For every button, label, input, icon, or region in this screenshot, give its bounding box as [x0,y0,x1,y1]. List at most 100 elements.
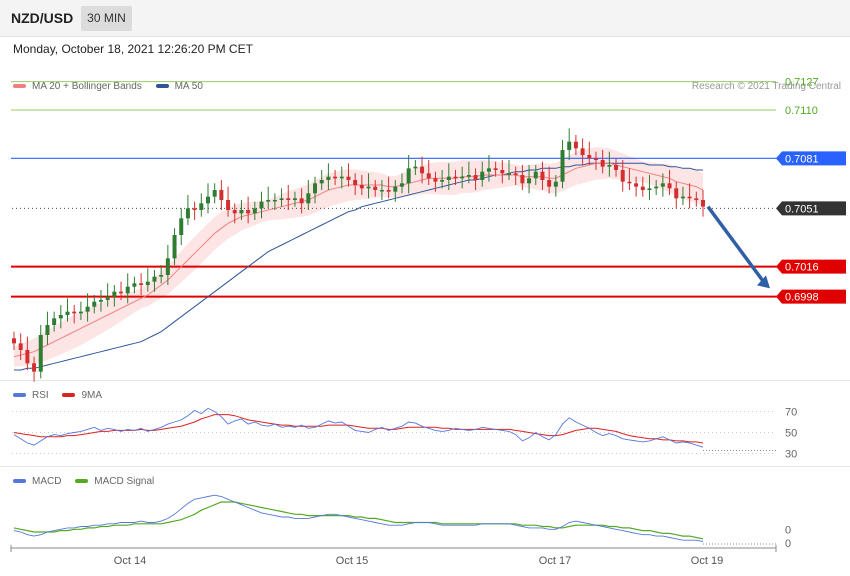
candle-body [306,193,311,204]
candle-body [272,200,277,202]
candle-body [413,166,418,169]
rsi-tick-label: 30 [785,449,797,461]
candle-body [373,186,378,190]
candle-body [159,275,164,277]
candle-body [547,180,552,187]
candle-body [326,176,331,180]
level-label: 0.7016 [785,262,819,274]
legend-rsi-ma: 9MA [62,390,102,401]
candle-body [593,158,598,160]
candle-body [18,343,23,350]
candle-body [620,170,625,182]
legend-ma50: MA 50 [155,81,203,92]
candle-body [125,286,130,294]
candle-body [520,175,525,184]
candle-body [507,173,512,175]
candle-body [600,160,605,167]
candle-body [580,148,585,155]
candle-body [85,306,90,312]
level-label: 0.7110 [785,105,818,117]
candle-body [567,141,572,150]
candle-body [573,141,578,149]
level-tag [776,289,846,304]
candle-body [78,311,83,314]
macd-legend: MACD MACD Signal [13,476,165,487]
legend-ma20: MA 20 + Bollinger Bands [13,81,142,92]
candle-body [473,175,478,180]
candle-body [219,190,224,200]
candle-body [139,283,144,285]
candle-body [199,203,204,210]
rsi-legend: RSI 9MA [13,390,113,401]
candle-body [205,196,210,204]
panel-divider [0,380,850,381]
candle-body [58,315,63,319]
candle-body [239,210,244,214]
candle-body [393,186,398,192]
candle-body [353,180,358,185]
candle-body [527,178,532,184]
candle-body [627,181,632,184]
candle-body [513,173,518,175]
candle-body [687,196,692,199]
candle-body [52,318,57,325]
candle-body [105,296,110,300]
macd-tick-label: 0 [785,538,791,550]
candle-body [359,185,364,189]
candle-body [279,198,284,200]
legend-macd-signal: MACD Signal [75,476,154,487]
candle-body [386,190,391,192]
price-legend: MA 20 + Bollinger Bands MA 50 [13,81,214,92]
candle-body [259,201,264,209]
candle-body [313,183,318,194]
macd-tick-label: 0 [785,524,791,536]
candle-body [286,198,291,200]
rsi-tick-label: 50 [785,428,797,440]
candle-body [640,186,645,190]
legend-rsi: RSI [13,390,49,401]
candle-body [65,311,70,315]
candle-body [420,166,425,174]
candle-body [25,350,30,364]
candle-body [560,150,565,182]
candle-body [38,335,43,372]
candle-body [292,198,297,200]
rsi-tick-label: 70 [785,407,797,419]
candle-body [480,171,485,180]
candle-body [674,188,679,199]
symbol-title: NZD/USD [11,10,74,26]
candle-body [232,210,237,214]
candle-body [346,176,351,180]
ma50-line [14,162,703,371]
candle-body [654,186,659,189]
level-tag [776,259,846,274]
candle-body [252,208,257,214]
candle-body [172,235,177,259]
level-label: 0.7081 [785,153,819,165]
candle-body [119,291,124,294]
candle-body [226,200,231,210]
ma20-line [13,162,704,358]
candle-body [660,183,665,187]
candle-body [132,283,137,287]
candle-body [333,176,338,179]
candle-body [426,173,431,179]
rsi-line [13,407,704,448]
candle-body [466,175,471,177]
timeframe-badge[interactable]: 30 MIN [81,6,132,31]
candle-body [192,208,197,210]
level-label: 0.7051 [785,203,819,215]
candle-body [165,258,170,275]
x-tick-label: Oct 19 [691,555,723,567]
candle-body [460,176,465,179]
candle-body [246,210,251,214]
candle-body [12,338,16,344]
candle-body [406,168,411,184]
candle-body [647,188,652,190]
candle-body [72,311,77,314]
candle-body [379,190,384,192]
candle-body [540,171,545,180]
candle-body [587,155,592,159]
header-bar: NZD/USD 30 MIN [0,0,850,37]
